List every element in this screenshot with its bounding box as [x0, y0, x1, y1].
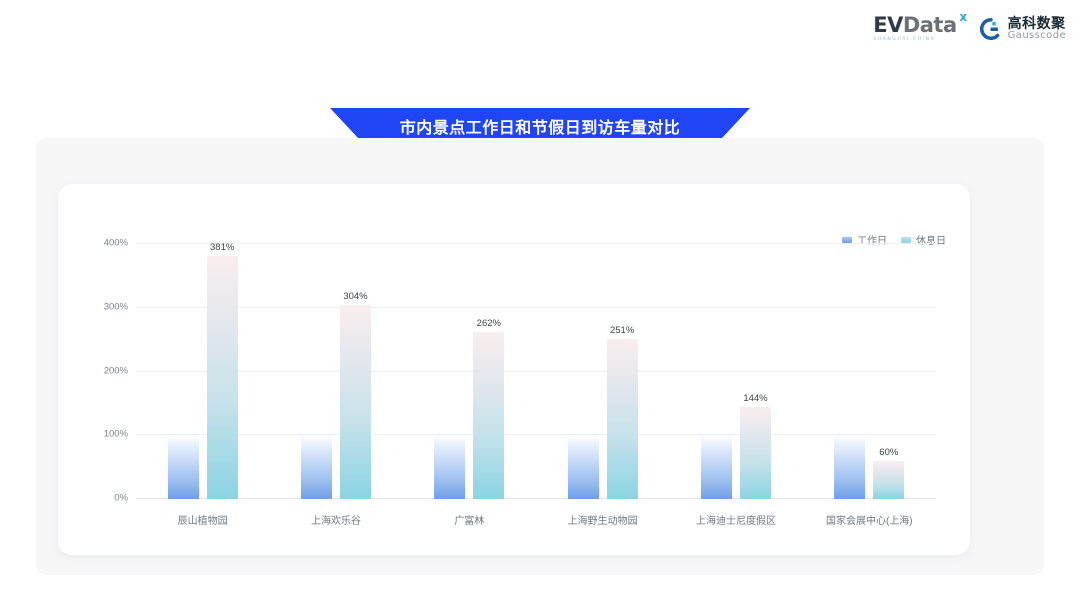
- bar-label-holiday-3: 251%: [609, 325, 635, 336]
- gridline-100: 100%: [104, 429, 936, 440]
- y-axis-tick-400: 400%: [103, 237, 128, 249]
- bar-weekday-5[interactable]: [834, 435, 866, 499]
- chart-legend: 工作日 休息日: [842, 232, 946, 247]
- legend-label-holiday: 休息日: [916, 236, 946, 247]
- bar-wrap-weekday-0: [167, 244, 199, 499]
- bar-wrap-weekday-3: [567, 244, 599, 499]
- x-axis-label-3: 上海野生动物园: [567, 516, 638, 527]
- gridline-200: 200%: [104, 365, 936, 376]
- evdata-data-text: Data: [902, 13, 957, 38]
- bar-label-holiday-4: 144%: [743, 393, 768, 405]
- gausscode-logo: 高科数聚 Gausscode: [979, 16, 1066, 41]
- bar-wrap-weekday-2: [434, 244, 466, 499]
- evdata-superscript-x: x: [959, 10, 967, 25]
- bar-wrap-holiday-2: 262%: [473, 244, 505, 499]
- gridline-300: 300%: [104, 301, 936, 312]
- bar-label-holiday-2: 262%: [476, 317, 501, 329]
- legend-swatch-weekday: [842, 236, 852, 243]
- bar-wrap-weekday-5: [834, 244, 866, 499]
- gausscode-english-name: Gausscode: [1007, 30, 1066, 42]
- bar-group-3: 251%: [536, 244, 669, 499]
- x-axis-label-5: 国家会展中心(上海): [825, 516, 913, 527]
- legend-label-weekday: 工作日: [857, 236, 887, 247]
- gausscode-g-icon: [979, 17, 1002, 40]
- bar-label-holiday-1: 304%: [343, 291, 368, 303]
- bar-weekday-2[interactable]: [434, 435, 466, 499]
- bar-wrap-weekday-1: [300, 244, 332, 499]
- bar-group-1: 304%: [269, 244, 402, 499]
- bar-wrap-holiday-3: 251%: [606, 244, 638, 499]
- plot-area: 400% 300% 200% 100% 0% 381%: [104, 238, 936, 504]
- bar-wrap-holiday-5: 60%: [873, 244, 905, 499]
- bar-group-5: 60%: [803, 244, 936, 499]
- bar-holiday-1[interactable]: [339, 305, 371, 499]
- chart-card: 工作日 休息日 400% 300% 200% 100% 0%: [58, 184, 970, 555]
- legend-item-weekday[interactable]: 工作日: [842, 232, 887, 247]
- bar-weekday-1[interactable]: [300, 435, 332, 499]
- bar-holiday-5[interactable]: [873, 460, 905, 499]
- y-axis-tick-100: 100%: [103, 428, 128, 440]
- gridline-0: 0%: [114, 493, 936, 504]
- bar-holiday-3[interactable]: [606, 339, 638, 499]
- gridline-400: 400%: [104, 238, 936, 249]
- evdata-ev-text: EV: [873, 13, 903, 38]
- gausscode-text: 高科数聚 Gausscode: [1008, 16, 1066, 41]
- legend-item-holiday[interactable]: 休息日: [901, 232, 946, 247]
- bar-weekday-3[interactable]: [567, 435, 599, 499]
- x-axis-label-1: 上海欢乐谷: [310, 516, 361, 527]
- bar-weekday-0[interactable]: [167, 435, 199, 499]
- bar-wrap-weekday-4: [700, 244, 732, 499]
- y-axis-tick-300: 300%: [103, 301, 128, 313]
- bar-groups: 381% 304% 26: [136, 242, 936, 499]
- bar-weekday-4[interactable]: [700, 435, 732, 499]
- bar-holiday-2[interactable]: [473, 331, 505, 499]
- evdata-logo: EVData x SHANGHAI CHINA: [873, 11, 967, 43]
- evdata-tagline: SHANGHAI CHINA: [873, 37, 936, 43]
- y-axis-tick-200: 200%: [103, 365, 128, 376]
- bar-group-4: 144%: [669, 244, 802, 499]
- bar-group-2: 262%: [403, 244, 536, 499]
- x-axis-label-0: 辰山植物园: [177, 516, 228, 527]
- x-axis-label-2: 广富林: [454, 516, 485, 527]
- evdata-wordmark: EVData x: [873, 11, 967, 38]
- x-axis-labels: 辰山植物园 上海欢乐谷 广富林 上海野生动物园 上海迪士尼度假区 国家会展中心(…: [136, 512, 936, 527]
- brand-logo-bar: EVData x SHANGHAI CHINA 高科数聚 Gausscode: [873, 11, 1066, 46]
- bar-group-0: 381%: [136, 242, 269, 499]
- bar-label-holiday-0: 381%: [210, 242, 235, 254]
- y-axis-tick-0: 0%: [114, 492, 128, 504]
- legend-swatch-holiday: [901, 236, 911, 243]
- bar-holiday-0[interactable]: [206, 256, 238, 499]
- gausscode-chinese-name: 高科数聚: [1007, 15, 1066, 32]
- bar-wrap-holiday-0: 381%: [206, 242, 238, 499]
- bar-holiday-4[interactable]: [739, 407, 771, 499]
- x-axis-label-4: 上海迪士尼度假区: [695, 516, 776, 527]
- bar-wrap-holiday-1: 304%: [339, 244, 371, 499]
- bar-label-holiday-5: 60%: [879, 446, 899, 458]
- bar-wrap-holiday-4: 144%: [739, 244, 771, 499]
